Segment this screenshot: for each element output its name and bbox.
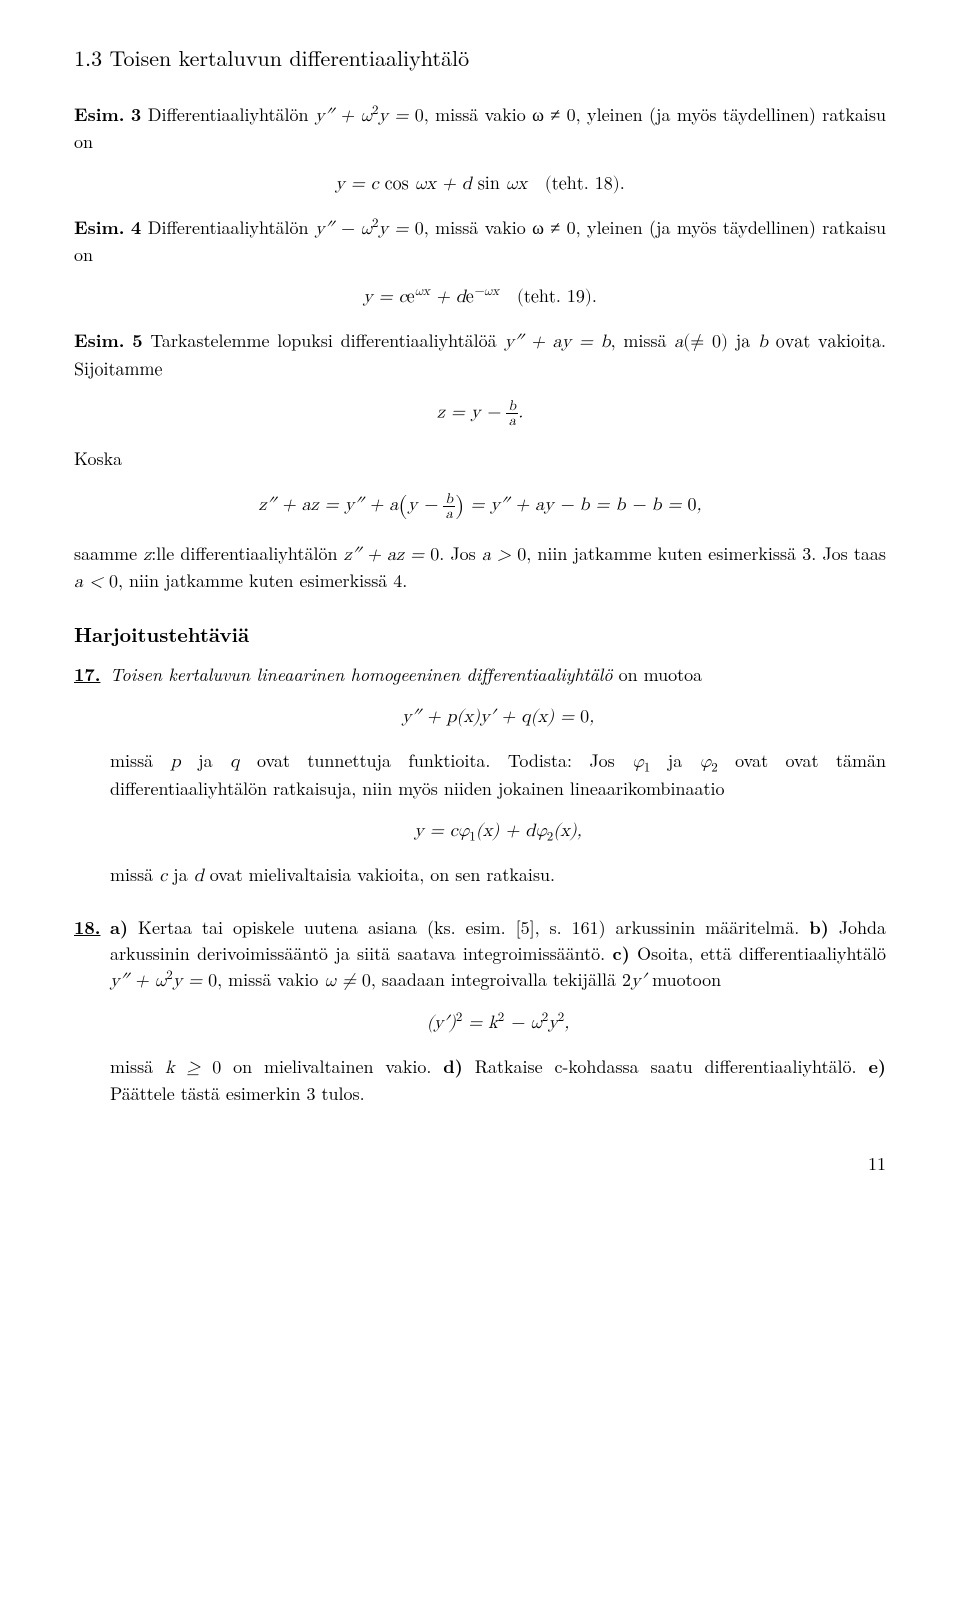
- esim3-text-a: Differentiaaliyhtälön: [148, 102, 309, 127]
- esim-num: 4: [131, 215, 141, 240]
- ex17-display1: y″ + p(x)y′ + q(x) = 0,: [110, 704, 886, 730]
- section-heading: 1.3 Toisen kertaluvun differentiaaliyhtä…: [74, 42, 886, 74]
- esim3-eq: y″ + ω2y = 0: [315, 107, 424, 125]
- ex18-d-text: Ratkaise c-kohdassa saatu differentiaali…: [463, 1054, 869, 1079]
- ex18-e-text: Päättele tästä esimerkin 3 tulos.: [110, 1081, 365, 1106]
- esim-label: Esim.: [74, 215, 125, 240]
- ex18-d-label: d): [443, 1054, 463, 1079]
- esim5-text-a: Tarkastelemme lopuksi differentiaaliyhtä…: [150, 328, 496, 353]
- ex17-intro-a: Toisen kertaluvun lineaarinen homogeenin…: [110, 662, 613, 687]
- ex18-b-label: b): [809, 915, 829, 940]
- esim4-display: y = ceωx + de−ωx (teht. 19).: [74, 284, 886, 310]
- ex17-para2: missä p ja q ovat tunnettuja funktioita.…: [110, 748, 886, 801]
- esim5-para1: Esim. 5 Tarkastelemme lopuksi differenti…: [74, 328, 886, 382]
- esim3-display: y = c cos ωx + d sin ωx (teht. 18).: [74, 171, 886, 197]
- ex17-para3: missä c ja d ovat mielivaltaisia vakioit…: [110, 862, 886, 889]
- ex18-c-factor: 2y′: [622, 972, 646, 990]
- page-number: 11: [74, 1151, 886, 1177]
- esim4-text-a: Differentiaaliyhtälön: [148, 215, 309, 240]
- ex18-tail: missä k ≥ 0 on mielivaltainen vakio. d) …: [110, 1054, 886, 1107]
- ex17-display2: y = cφ1(x) + dφ2(x),: [110, 818, 886, 844]
- esim5-chain: z″ + az = y″ + a(y − ba) = y″ + ay − b =…: [74, 488, 886, 523]
- esim4-para: Esim. 4 Differentiaaliyhtälön y″ − ω2y =…: [74, 215, 886, 268]
- esim-num: 5: [132, 328, 142, 353]
- esim5-eq: y″ + ay = b: [504, 333, 610, 351]
- ex18-c-eq: y″ + ω2y = 0: [110, 972, 217, 990]
- exercise-18: 18. a) Kertaa tai opiskele uutena asiana…: [74, 915, 886, 1116]
- esim-num: 3: [131, 102, 141, 127]
- exercise-17: 17. Toisen kertaluvun lineaarinen homoge…: [74, 662, 886, 897]
- ex17-intro: Toisen kertaluvun lineaarinen homogeenin…: [110, 662, 886, 688]
- esim-label: Esim.: [74, 102, 125, 127]
- esim5-tail: saamme z:lle differentiaaliyhtälön z″ + …: [74, 541, 886, 595]
- esim4-eq: y″ − ω2y = 0: [315, 220, 424, 238]
- esim5-text-b: , missä: [611, 328, 667, 353]
- esim-label: Esim.: [74, 328, 125, 353]
- ex18-c-label: c): [613, 941, 630, 966]
- ex18-c-text-a: Osoita, että differentiaaliyhtälö: [630, 941, 886, 966]
- ex18-body: a) Kertaa tai opiskele uutena asiana (ks…: [110, 915, 886, 994]
- ex18-c-text-c: muotoon: [646, 967, 721, 992]
- exercise-num: 18.: [74, 915, 110, 1116]
- ex18-display: (y′)2 = k2 − ω2y2,: [110, 1010, 886, 1036]
- exercises-heading: Harjoitustehtäviä: [74, 619, 886, 648]
- ex18-c-text-b: , missä vakio ω ≠ 0, saadaan integroival…: [217, 967, 622, 992]
- esim5-display1: z = y − ba.: [74, 399, 886, 428]
- esim5-koska: Koska: [74, 446, 886, 472]
- esim3-para: Esim. 3 Differentiaaliyhtälön y″ + ω2y =…: [74, 102, 886, 155]
- ex18-a-text: Kertaa tai opiskele uutena asiana (ks. e…: [128, 915, 809, 940]
- ex17-intro-b: on muotoa: [613, 662, 703, 687]
- ex18-e-label: e): [868, 1054, 886, 1079]
- ex18-a-label: a): [110, 915, 128, 940]
- exercise-num: 17.: [74, 662, 110, 897]
